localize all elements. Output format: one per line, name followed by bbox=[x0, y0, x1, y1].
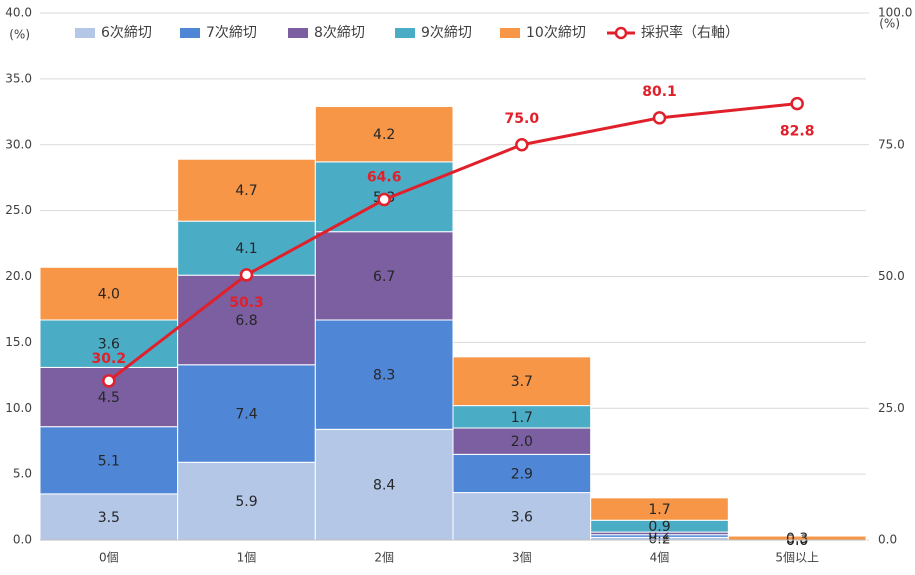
y2-tick-label: 25.0 bbox=[878, 401, 905, 415]
legend-label: 9次締切 bbox=[421, 24, 472, 41]
bar-segment bbox=[314, 319, 454, 430]
rate-value-label: 50.3 bbox=[229, 295, 264, 311]
y-tick-label: 20.0 bbox=[5, 269, 32, 283]
bar-segment bbox=[39, 493, 179, 541]
bar-value-label: 2.0 bbox=[511, 434, 533, 450]
x-tick-label: 0個 bbox=[99, 551, 119, 565]
bar-segment bbox=[452, 427, 592, 455]
y-tick-label: 25.0 bbox=[5, 203, 32, 217]
bar-value-label: 0.3 bbox=[786, 531, 808, 547]
bar-value-label: 3.6 bbox=[98, 337, 120, 353]
y-tick-label: 10.0 bbox=[5, 401, 32, 415]
legend-swatch bbox=[395, 28, 415, 38]
bar-segment bbox=[177, 461, 316, 541]
bar-value-label: 0.9 bbox=[648, 519, 670, 535]
legend-label: 10次締切 bbox=[526, 24, 586, 41]
bar-value-label: 4.2 bbox=[373, 127, 395, 143]
rate-value-label: 30.2 bbox=[92, 351, 127, 367]
y-tick-label: 5.0 bbox=[13, 467, 32, 481]
x-tick-label: 3個 bbox=[512, 551, 532, 565]
bar-value-label: 5.9 bbox=[235, 494, 257, 510]
y-tick-label: 40.0 bbox=[5, 6, 32, 20]
rate-marker bbox=[652, 111, 667, 125]
bar-segment bbox=[177, 274, 316, 366]
bar-segment bbox=[314, 428, 454, 541]
x-tick-label: 5個以上 bbox=[775, 551, 819, 565]
bar-value-label: 5.1 bbox=[98, 453, 120, 469]
legend-swatch bbox=[500, 28, 520, 38]
bar-segment bbox=[590, 497, 729, 521]
bar-segment bbox=[314, 106, 454, 163]
y2-tick-label: 50.0 bbox=[878, 269, 905, 283]
y2-tick-label: 100.0 bbox=[878, 6, 912, 20]
bar-value-label: 3.6 bbox=[511, 509, 533, 525]
x-tick-label: 1個 bbox=[237, 551, 257, 565]
rate-line bbox=[107, 102, 798, 383]
bar-segment bbox=[314, 231, 454, 321]
legend-swatch bbox=[288, 28, 308, 38]
bar-segment bbox=[177, 158, 316, 222]
bar-value-label: 2.9 bbox=[511, 466, 533, 482]
y2-tick-label: 0.0 bbox=[878, 533, 897, 547]
legend-label: 8次締切 bbox=[314, 24, 365, 41]
rate-marker bbox=[239, 268, 254, 282]
bar-value-label: 4.7 bbox=[235, 183, 257, 199]
bar-value-label: 1.7 bbox=[511, 410, 533, 426]
bar-value-label: 6.8 bbox=[235, 313, 257, 329]
rate-marker bbox=[515, 138, 529, 152]
legend-swatch bbox=[180, 28, 200, 38]
rate-value-label: 80.1 bbox=[642, 84, 677, 100]
y2-unit: (%) bbox=[879, 17, 900, 31]
bar-value-label: 8.3 bbox=[373, 368, 395, 384]
bar-value-label: 4.5 bbox=[98, 390, 120, 406]
x-tick-label: 4個 bbox=[650, 551, 670, 565]
bar-value-label: 8.4 bbox=[373, 478, 395, 494]
rate-marker bbox=[102, 374, 116, 388]
bar-segment bbox=[452, 453, 592, 494]
legend-marker bbox=[614, 26, 628, 40]
y2-tick-label: 75.0 bbox=[878, 137, 905, 151]
y-unit: (%) bbox=[9, 28, 30, 42]
x-tick-label: 2個 bbox=[374, 551, 394, 565]
bar-segment bbox=[39, 266, 179, 321]
legend-label: 7次締切 bbox=[206, 24, 257, 41]
y-tick-label: 0.0 bbox=[13, 533, 32, 547]
bar-value-label: 6.7 bbox=[373, 269, 395, 285]
bar-value-label: 4.1 bbox=[235, 241, 257, 257]
bar-value-label: 7.4 bbox=[235, 407, 257, 423]
y-tick-label: 15.0 bbox=[5, 335, 32, 349]
rate-value-label: 75.0 bbox=[505, 111, 540, 127]
bar-value-label: 4.0 bbox=[98, 287, 120, 303]
rate-value-label: 64.6 bbox=[367, 170, 402, 186]
rate-marker bbox=[790, 96, 804, 111]
bar-segment bbox=[452, 356, 592, 407]
y-tick-label: 30.0 bbox=[5, 137, 32, 151]
bar-value-label: 1.7 bbox=[648, 502, 670, 518]
bar-value-label: 3.5 bbox=[98, 510, 120, 526]
bar-segment bbox=[39, 426, 179, 495]
legend-label: 6次締切 bbox=[101, 24, 152, 41]
legend-swatch bbox=[75, 28, 95, 38]
rate-marker bbox=[377, 192, 391, 207]
rate-value-label: 82.8 bbox=[780, 124, 815, 140]
y-tick-label: 35.0 bbox=[5, 71, 32, 85]
legend-label: 採択率（右軸） bbox=[641, 24, 739, 41]
bar-value-label: 3.7 bbox=[511, 374, 533, 390]
